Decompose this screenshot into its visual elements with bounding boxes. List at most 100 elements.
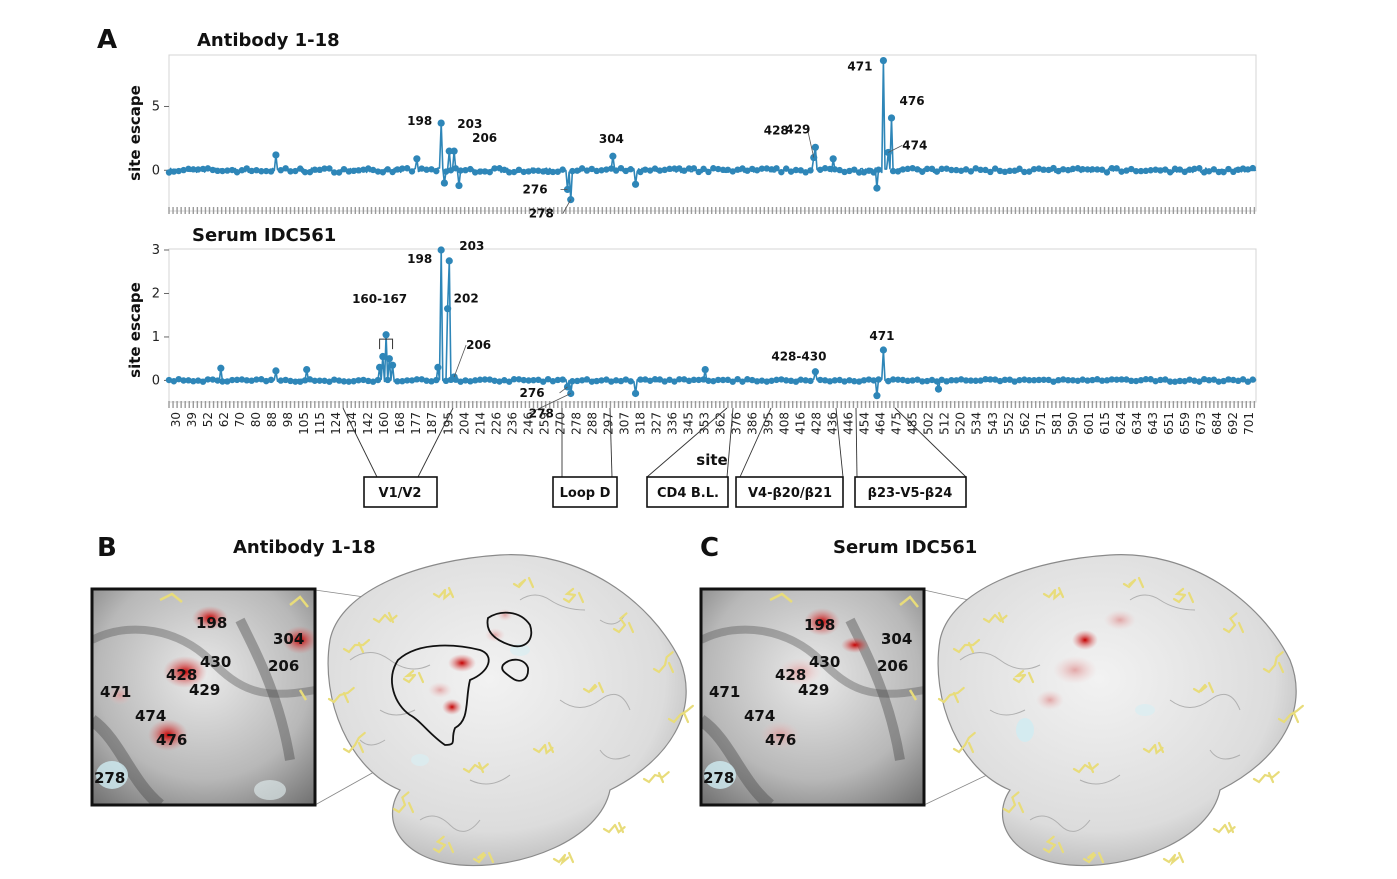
site-point xyxy=(433,376,440,384)
site-point xyxy=(948,376,955,384)
c-label-430: 430 xyxy=(809,653,840,671)
x-axis-label: site xyxy=(696,451,727,469)
site-point xyxy=(486,376,493,383)
site-point xyxy=(554,376,561,384)
site-point xyxy=(914,166,921,173)
antibody-escape-plot: Antibody 1-18 site escape 05 198 20320627… xyxy=(126,30,1257,221)
x-tick-label: 692 xyxy=(1226,412,1240,435)
glycan-stick xyxy=(1042,586,1065,601)
site-point xyxy=(1035,376,1043,384)
peak-point xyxy=(382,331,390,339)
site-point xyxy=(855,169,863,176)
x-tick-label: 454 xyxy=(858,412,872,435)
glycan-stick xyxy=(952,731,976,754)
site-point xyxy=(982,166,989,174)
peak-point xyxy=(887,114,896,122)
site-point xyxy=(262,377,270,385)
site-point xyxy=(228,376,236,384)
site-point xyxy=(1079,376,1086,383)
panel-b-structure: Antibody 1-18 xyxy=(90,537,694,867)
region-v4-label: V4-β20/β21 xyxy=(748,486,832,501)
plot2-y-label: site escape xyxy=(126,282,144,378)
site-point xyxy=(1200,375,1208,383)
peak-point xyxy=(375,363,384,371)
x-tick-label: 345 xyxy=(681,412,695,435)
site-point xyxy=(1030,377,1038,384)
peak-label: 203 xyxy=(459,239,484,253)
site-point xyxy=(1152,166,1159,173)
site-point xyxy=(433,167,440,175)
site-point xyxy=(583,376,591,383)
site-point xyxy=(695,168,702,176)
site-point xyxy=(1089,166,1096,173)
x-tick-label: 278 xyxy=(569,412,583,435)
site-point xyxy=(758,377,766,384)
glycan-stick xyxy=(1042,835,1065,854)
c-label-198: 198 xyxy=(804,616,835,634)
glycan-stick xyxy=(612,612,635,634)
glycan-stick xyxy=(1222,612,1245,634)
site-point xyxy=(656,167,664,174)
site-point xyxy=(763,165,770,172)
site-point xyxy=(408,168,416,175)
site-point xyxy=(399,378,406,385)
site-point xyxy=(700,376,707,383)
site-point xyxy=(219,167,226,175)
site-point xyxy=(627,378,634,385)
x-tick-label: 105 xyxy=(297,412,311,435)
site-point xyxy=(763,378,770,385)
glycan-stick xyxy=(372,611,398,624)
site-point xyxy=(399,165,406,172)
x-tick-label: 552 xyxy=(1002,412,1016,435)
site-point xyxy=(306,376,314,383)
site-point xyxy=(355,167,362,174)
x-tick-label: 376 xyxy=(730,412,744,435)
glycan-stick xyxy=(1192,681,1215,694)
site-point xyxy=(1040,376,1047,383)
site-point xyxy=(292,378,299,385)
x-tick-label: 88 xyxy=(265,412,279,427)
plot2-y-ticks: 0 1 2 3 xyxy=(152,243,169,388)
site-point xyxy=(943,378,950,385)
b-label-471: 471 xyxy=(100,683,131,701)
site-point xyxy=(899,166,907,173)
site-point xyxy=(491,165,498,172)
site-point xyxy=(1152,377,1159,385)
site-point xyxy=(671,165,678,172)
site-point xyxy=(768,377,775,384)
site-point xyxy=(1045,376,1052,384)
site-point xyxy=(1094,376,1101,383)
site-point xyxy=(321,377,328,384)
site-point xyxy=(467,378,474,385)
site-point xyxy=(1137,376,1145,384)
site-point xyxy=(719,376,727,384)
glycan-stick xyxy=(562,587,585,604)
site-point xyxy=(1234,377,1242,385)
site-point xyxy=(1026,168,1033,175)
glycan-stick xyxy=(1252,771,1280,784)
b-label-304: 304 xyxy=(273,630,304,648)
site-point xyxy=(1166,169,1174,176)
site-point xyxy=(335,169,343,176)
site-point xyxy=(1157,376,1164,384)
site-point xyxy=(792,166,800,174)
peak-label: 206 xyxy=(472,131,497,145)
site-point xyxy=(1084,377,1091,384)
site-point xyxy=(783,165,790,172)
c-label-206: 206 xyxy=(877,657,908,675)
plot1-y-ticks: 05 xyxy=(152,99,169,178)
site-point xyxy=(1055,167,1062,175)
site-point xyxy=(535,376,542,384)
site-point xyxy=(258,376,265,383)
site-point xyxy=(744,167,751,174)
site-point xyxy=(228,166,236,174)
site-point xyxy=(549,377,557,385)
site-point xyxy=(612,167,620,174)
peak-label: 429 xyxy=(785,122,810,136)
site-point xyxy=(486,168,493,176)
site-point xyxy=(530,376,537,384)
region-v1v2-box xyxy=(363,476,438,508)
site-point xyxy=(1205,168,1213,175)
x-tick-label: 446 xyxy=(842,412,856,435)
x-tick-label: 353 xyxy=(697,412,711,435)
